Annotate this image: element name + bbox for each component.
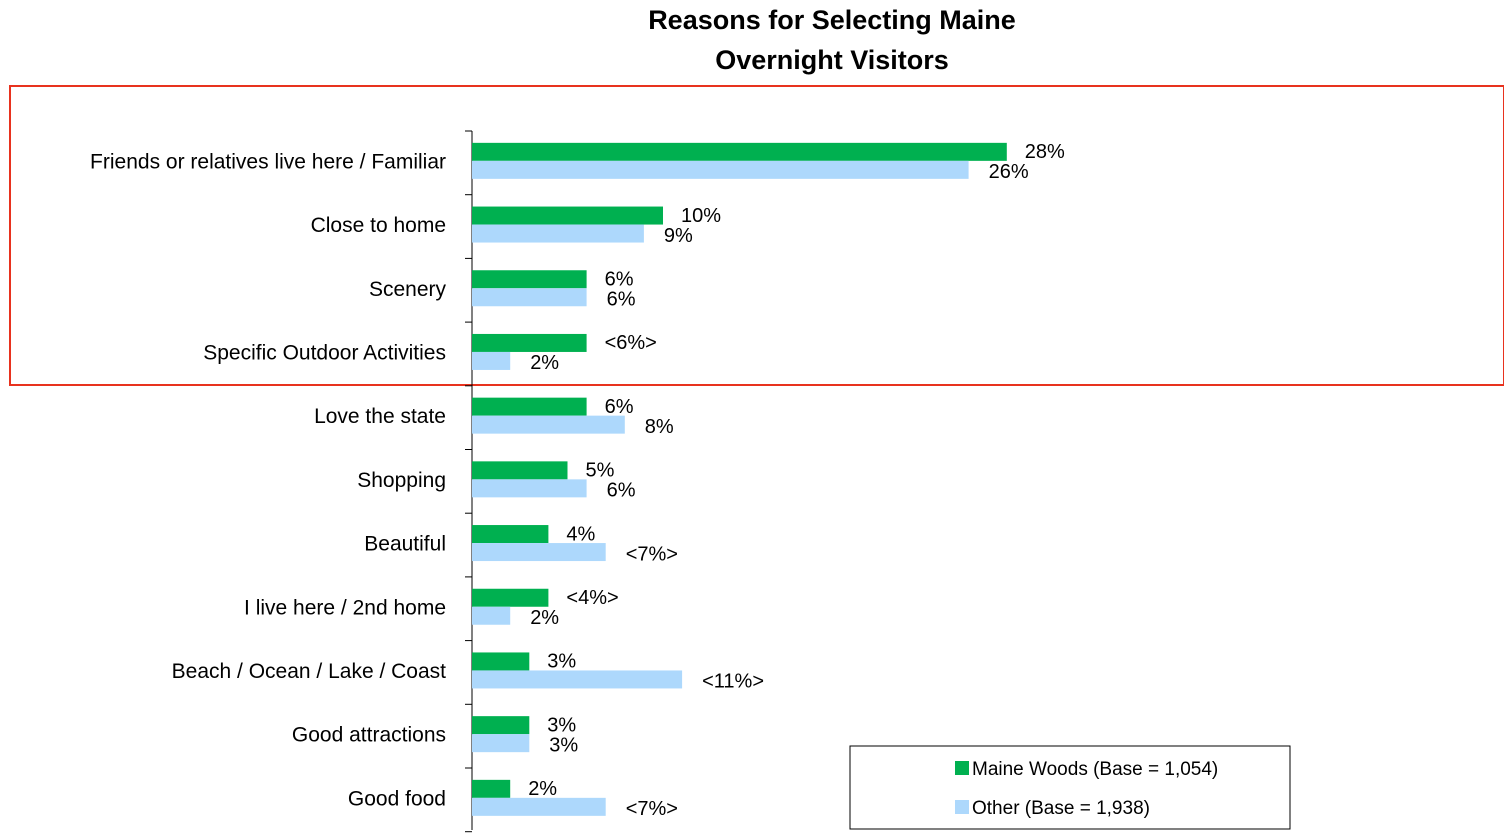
value-label: 3% — [547, 714, 576, 736]
bar — [472, 479, 587, 498]
bar — [472, 670, 683, 689]
category-label: Scenery — [369, 278, 447, 301]
bar — [472, 716, 530, 735]
category-label: Good food — [348, 787, 446, 810]
bar — [472, 606, 511, 625]
bar — [472, 351, 511, 370]
value-label: 6% — [605, 269, 634, 291]
value-label: 4% — [566, 523, 595, 545]
bar — [472, 224, 644, 243]
legend-swatch — [955, 761, 969, 775]
bar — [472, 160, 969, 179]
bar — [472, 206, 663, 225]
category-label: Close to home — [311, 214, 446, 237]
chart-title: Reasons for Selecting Maine — [648, 5, 1016, 35]
value-label: 6% — [607, 480, 636, 502]
bar — [472, 779, 511, 798]
value-label: 5% — [586, 460, 615, 482]
value-label: 28% — [1025, 141, 1065, 163]
category-label: Beautiful — [364, 533, 446, 556]
category-label: I live here / 2nd home — [244, 596, 446, 619]
bar — [472, 588, 549, 607]
value-label: <7%> — [626, 543, 678, 565]
category-label: Shopping — [357, 469, 446, 492]
bar — [472, 415, 625, 434]
bar — [472, 525, 549, 544]
legend-box — [849, 745, 1291, 830]
category-label: Love the state — [314, 405, 446, 428]
bar — [472, 333, 587, 352]
value-label: 2% — [528, 778, 557, 800]
bar — [472, 461, 568, 480]
value-label: 3% — [547, 651, 576, 673]
value-label: 2% — [530, 352, 559, 374]
value-label: <6%> — [605, 332, 657, 354]
bar — [472, 734, 530, 753]
value-label: 2% — [530, 607, 559, 629]
category-label: Good attractions — [292, 724, 446, 747]
category-label: Friends or relatives live here / Familia… — [90, 150, 446, 173]
value-label: 9% — [664, 225, 693, 247]
value-label: 26% — [989, 161, 1029, 183]
bar — [472, 797, 606, 816]
legend-swatch — [955, 800, 969, 814]
bar — [472, 543, 606, 562]
category-label: Beach / Ocean / Lake / Coast — [172, 660, 446, 683]
value-label: 10% — [681, 205, 721, 227]
chart-title: Overnight Visitors — [715, 45, 949, 75]
bar — [472, 142, 1007, 161]
legend-label: Other (Base = 1,938) — [972, 798, 1150, 819]
legend-label: Maine Woods (Base = 1,054) — [972, 759, 1218, 780]
bar — [472, 270, 587, 289]
bar — [472, 288, 587, 307]
value-label: 6% — [605, 396, 634, 418]
bar — [472, 397, 587, 416]
value-label: 3% — [549, 734, 578, 756]
value-label: 6% — [607, 289, 636, 311]
category-label: Specific Outdoor Activities — [203, 341, 446, 364]
highlight-box — [9, 85, 1504, 386]
bar — [472, 652, 530, 671]
value-label: <11%> — [702, 671, 764, 693]
value-label: <4%> — [566, 587, 618, 609]
value-label: <7%> — [626, 798, 678, 820]
value-label: 8% — [645, 416, 674, 438]
